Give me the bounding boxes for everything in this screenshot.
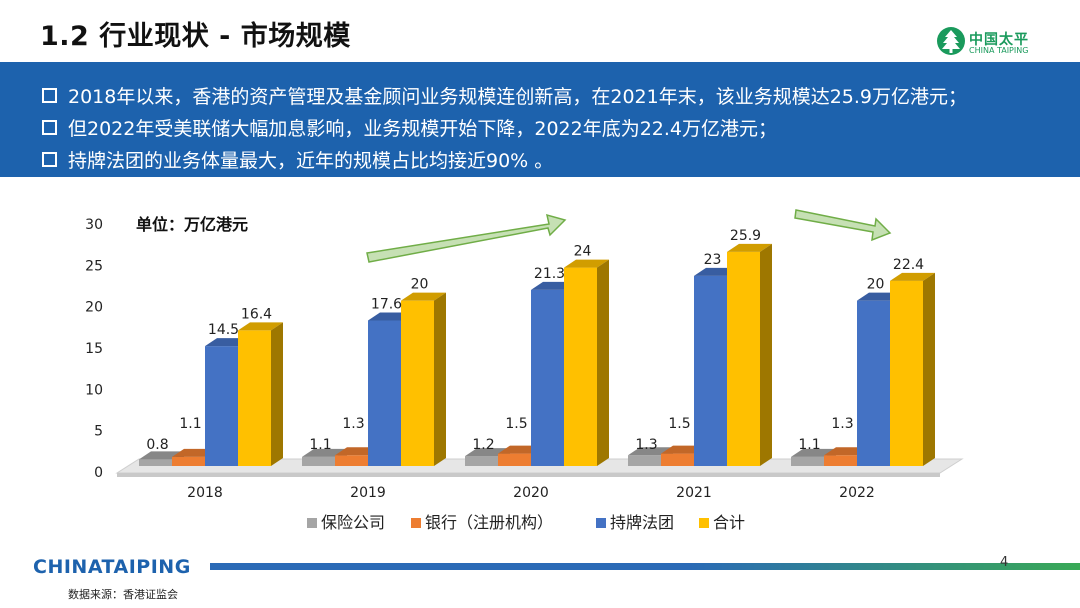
legend-swatch <box>596 518 606 528</box>
trend-arrow-up <box>366 213 567 263</box>
logo: 中国太平 CHINA TAIPING <box>936 26 1056 60</box>
x-tick-label: 2020 <box>513 485 549 501</box>
unit-label: 单位：万亿港元 <box>136 215 248 234</box>
bullet-item-1: 2018年以来，香港的资产管理及基金顾问业务规模连创新高，在2021年末，该业务… <box>42 82 967 108</box>
bullet-item-3: 持牌法团的业务体量最大，近年的规模占比均接近90% 。 <box>42 146 553 172</box>
bar <box>791 456 824 466</box>
bullet-text-2: 但2022年受美联储大幅加息影响，业务规模开始下降，2022年底为22.4万亿港… <box>68 117 778 140</box>
logo-cn-text: 中国太平 <box>969 32 1029 48</box>
checkbox-square-icon <box>42 87 57 103</box>
footer-line <box>210 563 1080 570</box>
legend-swatch <box>307 518 317 528</box>
legend-label: 保险公司 <box>321 513 385 532</box>
bar <box>628 455 661 466</box>
bar <box>531 289 564 466</box>
bar <box>139 459 172 466</box>
data-label: 1.3 <box>635 437 657 453</box>
chart-floor-edge <box>117 473 940 477</box>
bar <box>498 453 531 466</box>
bar-top <box>238 322 283 331</box>
x-tick-label: 2021 <box>676 485 712 501</box>
bar <box>335 455 368 466</box>
legend-label: 持牌法团 <box>610 513 674 532</box>
data-label: 1.3 <box>342 416 364 432</box>
logo-en-text: CHINA TAIPING <box>969 46 1029 55</box>
data-label: 1.2 <box>472 437 494 453</box>
bullet-text-1: 2018年以来，香港的资产管理及基金顾问业务规模连创新高，在2021年末，该业务… <box>68 85 968 108</box>
bar-top <box>401 292 446 301</box>
checkbox-square-icon <box>42 151 57 167</box>
data-label: 1.1 <box>798 437 820 453</box>
data-label: 1.1 <box>179 416 201 432</box>
y-tick-label: 20 <box>85 300 103 316</box>
data-label: 25.9 <box>730 228 761 244</box>
data-label: 20 <box>867 277 885 293</box>
y-tick-label: 30 <box>85 217 103 233</box>
bar <box>172 456 205 466</box>
source-note: 数据来源：香港证监会 <box>68 588 178 601</box>
bar <box>465 456 498 466</box>
data-label: 1.1 <box>309 437 331 453</box>
data-label: 21.3 <box>534 266 565 282</box>
bar <box>727 251 760 466</box>
footer-brand-b: TAIPING <box>101 556 191 578</box>
bar <box>564 267 597 466</box>
page-number: 4 <box>1000 555 1009 570</box>
bar <box>302 456 335 466</box>
checkbox-square-icon <box>42 119 57 135</box>
bar <box>694 275 727 466</box>
bar <box>401 300 434 466</box>
bar <box>824 455 857 466</box>
data-label: 17.6 <box>371 297 402 313</box>
legend-swatch <box>699 518 709 528</box>
data-label: 14.5 <box>208 322 239 338</box>
y-tick-label: 5 <box>94 424 103 440</box>
bar-top <box>727 243 772 252</box>
page-title: 1.2 行业现状 - 市场规模 <box>40 21 351 52</box>
legend-label: 银行（注册机构） <box>425 513 553 532</box>
x-tick-label: 2018 <box>187 485 223 501</box>
bar <box>857 300 890 466</box>
legend-swatch <box>411 518 421 528</box>
data-label: 1.3 <box>831 416 853 432</box>
bar <box>661 453 694 466</box>
bar-top <box>564 259 609 268</box>
data-label: 20 <box>411 277 429 293</box>
x-tick-label: 2022 <box>839 485 875 501</box>
bar-side <box>597 259 609 466</box>
y-tick-label: 15 <box>85 341 103 357</box>
data-label: 0.8 <box>146 437 168 453</box>
bar <box>238 330 271 466</box>
data-label: 24 <box>574 244 592 260</box>
data-label: 22.4 <box>893 257 924 273</box>
bar <box>205 346 238 466</box>
x-tick-label: 2019 <box>350 485 386 501</box>
data-label: 1.5 <box>668 416 690 432</box>
y-tick-label: 25 <box>85 258 103 274</box>
trend-arrow-down <box>794 209 892 242</box>
bullet-text-3: 持牌法团的业务体量最大，近年的规模占比均接近90% 。 <box>68 149 554 172</box>
summary-band <box>0 62 1080 177</box>
y-tick-label: 0 <box>94 465 103 481</box>
data-label: 23 <box>704 252 722 268</box>
bar-side <box>923 272 935 466</box>
bar <box>890 280 923 466</box>
pine-tree-icon <box>937 27 965 55</box>
footer-brand: CHINATAIPING <box>33 556 191 578</box>
data-label: 1.5 <box>505 416 527 432</box>
legend-label: 合计 <box>713 513 745 532</box>
footer-brand-a: CHINA <box>33 556 102 578</box>
bar-top <box>890 272 935 281</box>
bar <box>368 320 401 466</box>
bar-side <box>434 292 446 466</box>
bar-side <box>271 322 283 466</box>
bar-chart: 0 5 10 15 20 25 30 单位：万亿港元 0.8 1.1 14.516.4 2018 1.1… <box>85 209 964 532</box>
y-tick-label: 10 <box>85 382 103 398</box>
bar-side <box>760 243 772 466</box>
bullet-item-2: 但2022年受美联储大幅加息影响，业务规模开始下降，2022年底为22.4万亿港… <box>42 114 777 140</box>
data-label: 16.4 <box>241 306 272 322</box>
